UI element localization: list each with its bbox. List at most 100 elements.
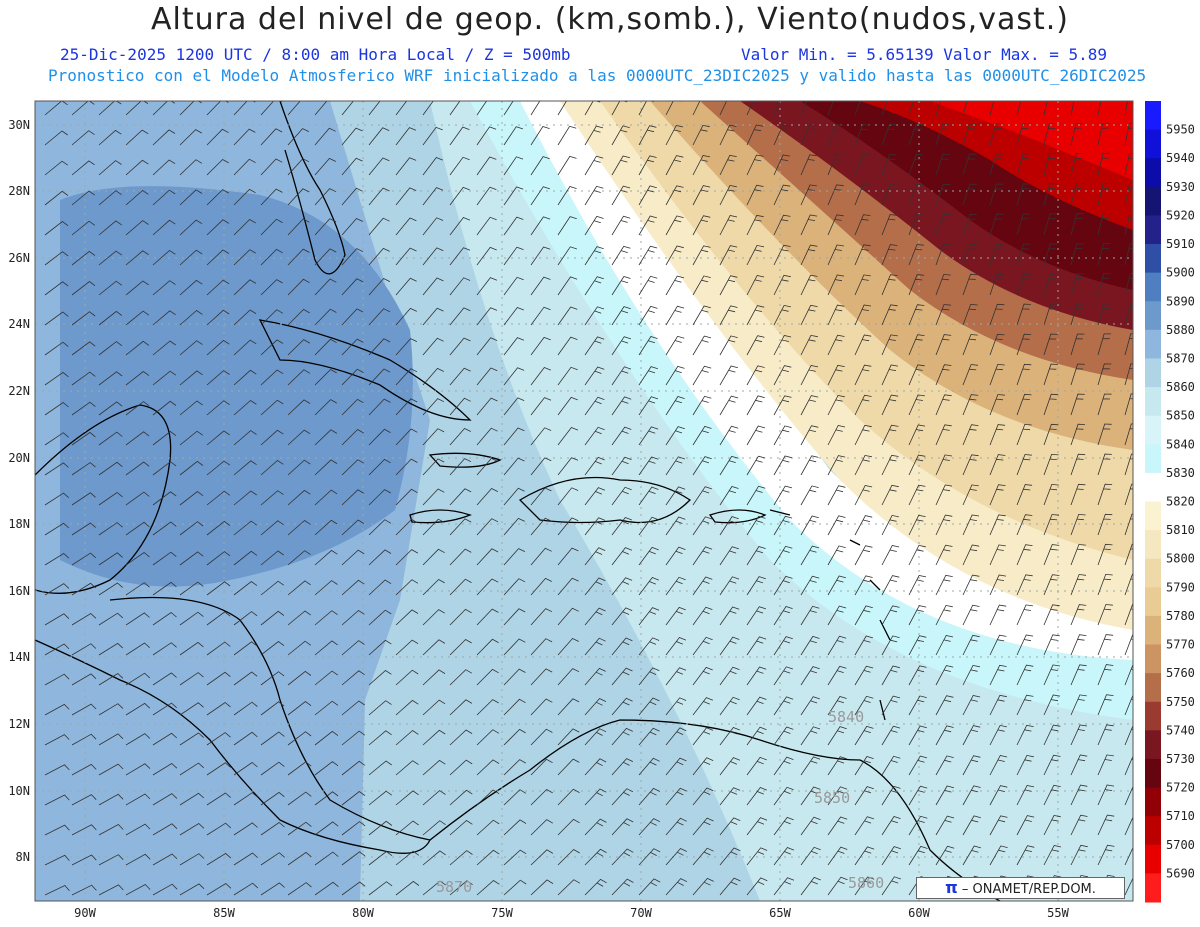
- colorbar-label: 5950: [1166, 123, 1195, 137]
- wind-barb: [152, 611, 177, 626]
- wind-barb: [152, 461, 177, 476]
- wind-barb: [233, 188, 256, 206]
- wind-barb: [71, 371, 96, 386]
- wind-barb: [125, 884, 151, 896]
- wind-barb: [638, 185, 657, 206]
- wind-barb: [44, 673, 70, 686]
- wind-barb: [665, 727, 687, 746]
- wind-barb: [854, 665, 874, 686]
- wind-barb: [152, 793, 178, 806]
- wind-barb: [71, 280, 96, 296]
- wind-barb: [287, 158, 310, 176]
- wind-barb: [638, 486, 659, 506]
- wind-barb: [71, 703, 97, 716]
- wind-barb: [800, 786, 821, 806]
- wind-barb: [827, 124, 844, 146]
- wind-barb: [989, 101, 995, 116]
- wind-barb: [1070, 574, 1087, 596]
- wind-barb: [503, 186, 524, 206]
- wind-barb: [719, 395, 739, 416]
- wind-barb: [395, 277, 417, 296]
- wind-barb: [1097, 152, 1110, 176]
- wind-barb: [125, 190, 149, 206]
- wind-barb: [1016, 484, 1033, 506]
- wind-barb: [692, 697, 714, 716]
- wind-barb: [206, 762, 231, 776]
- wind-barb: [854, 485, 873, 506]
- lon-label: 65W: [769, 906, 791, 920]
- wind-barb: [71, 552, 96, 566]
- wind-barb: [1097, 604, 1113, 626]
- wind-barb: [503, 126, 524, 146]
- wind-barb: [746, 335, 765, 356]
- wind-barb: [557, 728, 580, 746]
- wind-barb: [260, 248, 283, 266]
- wind-barb: [557, 457, 579, 476]
- wind-barb: [584, 547, 606, 566]
- wind-barb: [98, 582, 123, 596]
- wind-barb: [638, 546, 659, 566]
- wind-barb: [1124, 363, 1133, 386]
- wind-barb: [44, 553, 70, 566]
- wind-barb: [1043, 845, 1062, 866]
- wind-barb: [827, 485, 846, 506]
- wind-barb: [206, 611, 231, 626]
- wind-barb: [935, 665, 954, 686]
- wind-barb: [422, 277, 444, 296]
- wind-barb: [773, 304, 791, 326]
- lon-label: 85W: [213, 906, 235, 920]
- wind-barb: [341, 489, 365, 506]
- wind-barb: [179, 732, 204, 746]
- wind-barb: [584, 426, 605, 446]
- wind-barb: [341, 821, 366, 836]
- wind-barb: [233, 852, 258, 866]
- wind-barb: [719, 245, 738, 266]
- wind-barb: [1043, 153, 1057, 176]
- wind-barb: [1043, 243, 1058, 266]
- wind-barb: [773, 726, 794, 746]
- wind-barb: [503, 216, 524, 236]
- wind-barb: [665, 878, 688, 896]
- wind-barb: [530, 487, 552, 506]
- wind-barb: [449, 217, 471, 236]
- wind-barb: [503, 819, 527, 836]
- wind-barb: [422, 609, 446, 626]
- wind-barb: [503, 101, 514, 116]
- wind-barb: [719, 727, 740, 746]
- wind-barb: [287, 519, 311, 536]
- wind-barb: [260, 640, 285, 656]
- wind-barb: [341, 851, 366, 866]
- wind-barb: [71, 522, 96, 536]
- wind-barb: [827, 364, 845, 386]
- wind-barb: [557, 306, 578, 326]
- wind-barb: [179, 641, 204, 656]
- wind-barb: [638, 667, 660, 686]
- wind-barb: [287, 791, 312, 806]
- wind-barb: [800, 214, 818, 236]
- wind-barb: [206, 581, 231, 596]
- colorbar-swatch: [1145, 329, 1161, 359]
- wind-barb: [935, 484, 953, 506]
- wind-barb: [422, 579, 445, 596]
- wind-barb: [692, 335, 712, 356]
- wind-barb: [44, 160, 69, 176]
- wind-barb: [314, 881, 339, 896]
- wind-barb: [206, 732, 231, 746]
- wind-barb: [152, 732, 178, 746]
- value-range-info: Valor Min. = 5.65139 Valor Max. = 5.89: [741, 45, 1108, 64]
- wind-barb: [638, 697, 660, 716]
- wind-barb: [206, 520, 231, 536]
- wind-barb: [233, 520, 258, 536]
- wind-barb: [341, 278, 364, 296]
- wind-barb: [314, 791, 339, 806]
- colorbar-label: 5750: [1166, 695, 1195, 709]
- colorbar-label: 5820: [1166, 495, 1195, 509]
- wind-barb: [98, 371, 123, 386]
- wind-barb: [449, 186, 470, 206]
- wind-barb: [449, 820, 473, 836]
- wind-barb: [908, 605, 927, 626]
- wind-barb: [1124, 846, 1133, 866]
- wind-barb: [1016, 423, 1032, 446]
- wind-barb: [287, 101, 309, 116]
- wind-barb: [449, 458, 472, 476]
